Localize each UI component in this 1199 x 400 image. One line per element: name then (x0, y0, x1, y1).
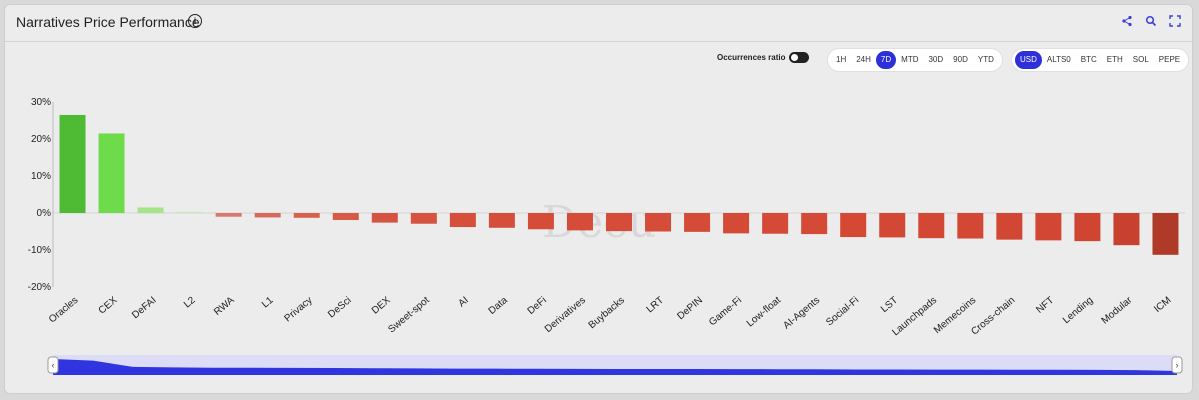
bar-ai (449, 213, 476, 228)
timeframe-24h[interactable]: 24H (856, 55, 871, 64)
bar-lst (879, 213, 906, 238)
bar-l1 (254, 213, 281, 218)
x-tick-label: Privacy (282, 295, 314, 325)
timeframe-mtd[interactable]: MTD (901, 55, 919, 64)
bar-icm (1152, 213, 1179, 255)
x-tick-label: AI-Agents (781, 295, 822, 332)
bar-low-float (762, 213, 789, 234)
bar-lrt (645, 213, 672, 232)
timeframe-1h[interactable]: 1H (836, 55, 847, 64)
bar-lending (1074, 213, 1101, 242)
navigator-series-area (53, 359, 1177, 375)
timeframe-7d[interactable]: 7D (875, 51, 897, 69)
x-tick-label: LRT (645, 295, 666, 315)
bar-modular (1113, 213, 1140, 246)
bar-derivatives (566, 213, 593, 231)
timeframe-30d[interactable]: 30D (928, 55, 944, 64)
bar-cex (98, 133, 125, 213)
y-tick-label: 0% (37, 208, 52, 219)
bar-defai (137, 207, 164, 213)
bar-launchpads (918, 213, 945, 239)
x-tick-label: Oracles (47, 295, 80, 326)
chevron-left-icon: ‹ (52, 360, 55, 370)
share-icon[interactable] (1120, 15, 1134, 29)
bar-nft (1035, 213, 1062, 241)
occurrences-ratio-label: Occurrences ratio (717, 53, 786, 62)
bar-desci (332, 213, 359, 221)
bar-l2 (176, 211, 203, 213)
timeframe-90d[interactable]: 90D (953, 55, 968, 64)
fullscreen-icon[interactable] (1168, 15, 1182, 29)
occurrences-ratio-control: Occurrences ratio (717, 52, 810, 63)
x-tick-label: DeSci (326, 295, 354, 321)
x-tick-label: Low-float (745, 295, 783, 330)
x-tick-label: AI (456, 295, 470, 310)
bar-buybacks (606, 213, 632, 232)
currency-selector: USD ALTS0 BTC ETH SOL PEPE (1011, 48, 1190, 72)
timeframe-ytd[interactable]: YTD (977, 55, 994, 64)
watermark: Decu (542, 197, 656, 248)
currency-sol[interactable]: SOL (1132, 55, 1149, 64)
bar-game-fi (723, 213, 750, 234)
currency-alts0[interactable]: ALTS0 (1046, 55, 1071, 64)
chevron-right-icon: › (1176, 360, 1179, 370)
y-tick-label: 10% (31, 171, 51, 182)
search-icon[interactable] (1144, 15, 1158, 29)
x-tick-label: Derivatives (543, 295, 588, 335)
x-tick-label: Game-Fi (707, 295, 744, 328)
currency-eth[interactable]: ETH (1106, 55, 1123, 64)
x-tick-label: DePIN (675, 295, 705, 322)
bar-oracles (59, 114, 86, 213)
navigator-handle-right[interactable] (1171, 356, 1183, 374)
x-tick-label: LST (879, 295, 900, 315)
x-tick-label: DeFAI (130, 295, 158, 321)
x-tick-label: NFT (1034, 295, 1056, 316)
bar-ai-agents (801, 213, 828, 235)
x-tick-label: RWA (212, 295, 237, 318)
x-tick-label: DEX (370, 295, 393, 317)
bar-privacy (293, 213, 320, 218)
x-tick-label: CEX (97, 295, 120, 317)
x-tick-label: Buybacks (587, 295, 627, 331)
y-tick-label: -10% (28, 245, 51, 256)
bar-depin (684, 213, 711, 232)
bar-rwa (215, 213, 242, 217)
header-actions (1120, 15, 1182, 29)
y-tick-label: 30% (31, 97, 51, 108)
bar-sweet-spot (410, 213, 437, 224)
x-tick-label: L2 (182, 295, 198, 311)
currency-pepe[interactable]: PEPE (1158, 55, 1181, 64)
occurrences-ratio-toggle[interactable] (789, 52, 810, 63)
x-tick-label: Lending (1061, 295, 1095, 326)
x-tick-label: DeFi (526, 295, 549, 317)
page-title: Narratives Price Performance (16, 14, 200, 30)
currency-usd[interactable]: USD (1015, 51, 1042, 69)
bar-data (488, 213, 515, 228)
bar-dex (371, 213, 398, 223)
timeframe-selector: 1H 24H 7D MTD 30D 90D YTD (827, 48, 1003, 72)
bar-cross-chain (996, 213, 1023, 240)
currency-btc[interactable]: BTC (1080, 55, 1097, 64)
chart-card: Narratives Price Performance i Occurrenc… (4, 4, 1193, 394)
bar-social-fi (840, 213, 867, 238)
x-tick-label: Modular (1100, 294, 1135, 326)
x-tick-label: Data (487, 295, 511, 317)
y-tick-label: 20% (31, 134, 51, 145)
y-tick-label: -20% (28, 282, 51, 293)
info-icon[interactable]: i (188, 14, 202, 28)
bar-defi (527, 213, 554, 230)
card-header: Narratives Price Performance i (5, 5, 1192, 42)
navigator-handle-left[interactable] (47, 356, 59, 374)
bar-chart: Decu 30% 20% 10% 0% -10% -20% Oracles CEX DeFAI L2… (28, 97, 1185, 375)
bar-memecoins (957, 213, 984, 239)
x-tick-label: ICM (1152, 295, 1173, 315)
x-tick-label: Social-Fi (824, 295, 861, 328)
x-tick-label: L1 (260, 295, 276, 311)
x-tick-label: Sweet-spot (386, 295, 432, 336)
